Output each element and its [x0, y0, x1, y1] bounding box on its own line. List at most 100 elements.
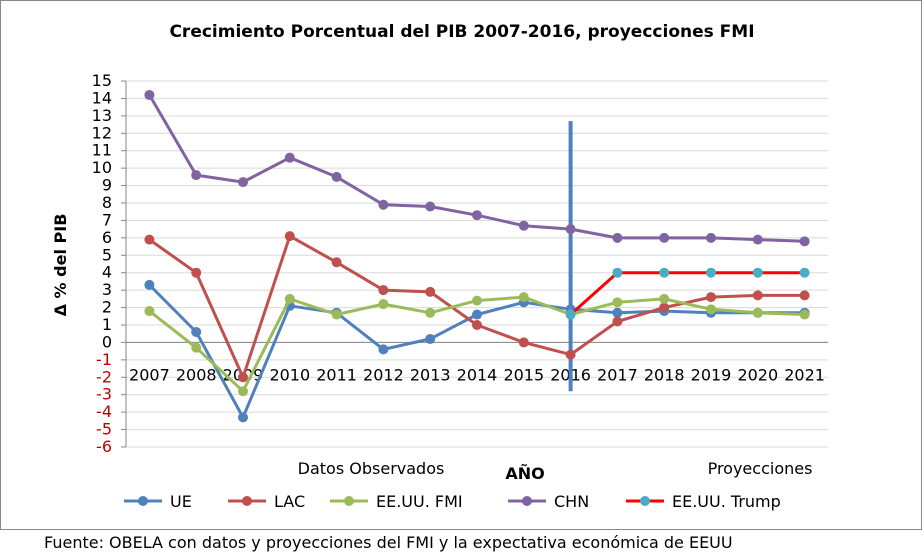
legend-item-chn: CHN	[508, 492, 589, 511]
data-point-2009	[238, 412, 248, 423]
y-tick-5: 5	[102, 245, 112, 264]
data-point-2012	[378, 344, 389, 355]
y-tick-7: 7	[102, 210, 112, 229]
y-tick-14: 14	[92, 88, 112, 107]
source-note: Fuente: OBELA con datos y proyecciones d…	[44, 533, 733, 552]
y-tick-13: 13	[92, 106, 112, 125]
legend-item-lac: LAC	[228, 492, 305, 511]
data-point-2017	[612, 307, 623, 318]
x-tick-2017: 2017	[597, 365, 638, 384]
y-tick-15: 15	[92, 71, 112, 90]
y-tick-11: 11	[92, 141, 112, 160]
data-point-2007	[144, 89, 155, 100]
data-point-2014	[472, 295, 482, 306]
x-tick-2014: 2014	[457, 365, 498, 384]
data-point-2009	[238, 177, 248, 188]
projections-label: Proyecciones	[708, 459, 813, 478]
x-tick-2020: 2020	[737, 365, 778, 384]
data-point-2011	[331, 257, 342, 268]
x-tick-2013: 2013	[410, 365, 451, 384]
data-point-2017	[612, 232, 623, 243]
y-tick-4: 4	[102, 263, 112, 282]
x-tick-2012: 2012	[363, 365, 404, 384]
y-tick-3: 3	[102, 280, 112, 299]
data-point-2021	[799, 236, 810, 247]
x-tick-2018: 2018	[644, 365, 685, 384]
legend-item-ue: UE	[124, 492, 192, 511]
observed-data-label: Datos Observados	[298, 459, 445, 478]
x-tick-2007: 2007	[129, 365, 170, 384]
legend-label: EE.UU. Trump	[672, 492, 781, 511]
data-point-2016	[565, 349, 576, 360]
legend-swatch-marker	[640, 496, 650, 506]
y-tick--5: -5	[96, 420, 112, 439]
data-point-2016	[565, 309, 576, 320]
y-tick--6: -6	[96, 437, 112, 456]
y-tick--3: -3	[96, 385, 112, 404]
data-point-2008	[191, 170, 202, 181]
data-point-2015	[518, 292, 529, 303]
data-point-2009	[238, 372, 248, 383]
x-tick-2019: 2019	[691, 365, 732, 384]
data-point-2011	[331, 171, 342, 182]
data-point-2011	[331, 309, 342, 320]
data-point-2010	[284, 152, 295, 163]
data-point-2019	[706, 292, 716, 303]
legend-swatch-marker	[522, 496, 532, 506]
legend-swatch-marker	[138, 496, 148, 506]
data-point-2018	[659, 293, 670, 304]
data-point-2009	[238, 386, 248, 397]
data-point-2018	[659, 302, 670, 313]
data-point-2018	[659, 267, 670, 278]
legend-item-ee-uu-fmi: EE.UU. FMI	[330, 492, 463, 511]
data-point-2017	[612, 316, 623, 327]
y-tick--2: -2	[96, 367, 112, 386]
data-point-2007	[144, 306, 155, 317]
data-point-2021	[799, 290, 810, 301]
data-point-2019	[706, 267, 716, 278]
data-point-2020	[752, 267, 763, 278]
x-tick-2015: 2015	[503, 365, 544, 384]
y-tick-0: 0	[102, 332, 112, 351]
legend-label: EE.UU. FMI	[376, 492, 463, 511]
legend-swatch-marker	[242, 496, 252, 506]
legend: UE LAC EE.UU. FMI CHN EE.UU. Trump	[124, 492, 781, 511]
data-point-2010	[284, 231, 295, 242]
data-point-2018	[659, 232, 670, 243]
data-point-2017	[612, 267, 623, 278]
y-tick-1: 1	[102, 315, 112, 334]
data-point-2014	[472, 309, 482, 320]
data-point-2012	[378, 285, 389, 296]
data-point-2014	[472, 320, 482, 330]
x-axis-title: AÑO	[505, 464, 544, 483]
data-point-2015	[518, 220, 529, 231]
legend-label: LAC	[274, 492, 305, 511]
y-tick--4: -4	[96, 402, 112, 421]
data-point-2020	[752, 307, 763, 318]
series-ee-uu-fmi	[144, 292, 810, 397]
data-point-2016	[565, 224, 576, 235]
y-tick-6: 6	[102, 228, 112, 247]
series-lac	[144, 231, 810, 383]
data-point-2013	[425, 201, 436, 212]
data-point-2008	[191, 267, 202, 278]
data-point-2020	[752, 290, 763, 301]
data-point-2019	[706, 304, 716, 315]
legend-swatch-marker	[344, 496, 354, 506]
data-point-2007	[144, 279, 155, 290]
data-point-2014	[472, 210, 482, 221]
chart-frame	[0, 0, 922, 530]
series-layer	[144, 89, 810, 423]
x-tick-2021: 2021	[784, 365, 825, 384]
data-point-2008	[191, 326, 202, 337]
legend-item-ee-uu-trump: EE.UU. Trump	[626, 492, 781, 511]
legend-label: CHN	[554, 492, 589, 511]
data-point-2015	[518, 337, 529, 348]
data-point-2008	[191, 342, 202, 353]
series-ee-uu-trump	[565, 267, 810, 320]
x-tick-labels: 2007200820092010201120122013201420152016…	[126, 341, 828, 384]
y-tick-8: 8	[102, 193, 112, 212]
data-point-2012	[378, 199, 389, 210]
